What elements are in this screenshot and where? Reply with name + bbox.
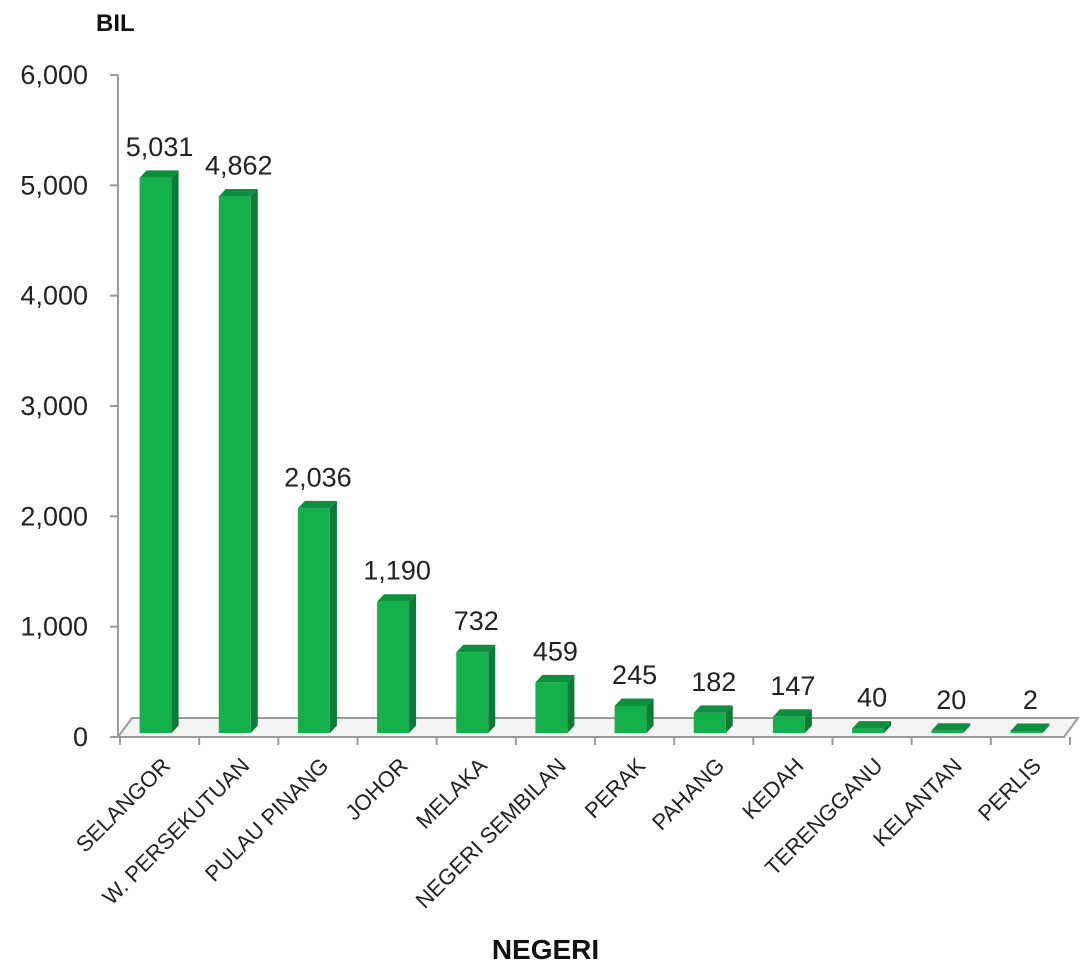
bar-side xyxy=(1042,723,1050,733)
data-label: 459 xyxy=(533,636,578,666)
bar xyxy=(772,716,805,733)
y-tick-label: 4,000 xyxy=(20,281,88,311)
bar-side xyxy=(250,189,258,733)
x-tick-label: PERAK xyxy=(580,753,651,824)
y-tick-label: 6,000 xyxy=(20,60,88,90)
bar-side xyxy=(646,698,654,733)
data-label: 182 xyxy=(691,667,736,697)
bar-side xyxy=(804,709,812,733)
y-tick-label: 3,000 xyxy=(20,391,88,421)
bar-top xyxy=(139,170,179,178)
bar xyxy=(218,196,251,733)
bar xyxy=(377,601,410,733)
data-label: 245 xyxy=(612,660,657,690)
x-tick-label: NEGERI SEMBILAN xyxy=(411,753,571,913)
bar xyxy=(931,730,964,733)
bar-top xyxy=(1010,723,1050,731)
data-label: 4,862 xyxy=(205,151,273,181)
bar xyxy=(1010,731,1043,733)
data-label: 1,190 xyxy=(363,556,431,586)
bar-top xyxy=(614,698,654,706)
bar-top xyxy=(535,674,575,683)
bar-side xyxy=(725,705,733,733)
x-axis-title: NEGERI xyxy=(491,934,600,965)
bar-top xyxy=(852,721,892,729)
y-tick-label: 1,000 xyxy=(20,612,88,642)
x-tick-label: JOHOR xyxy=(340,753,412,825)
bar xyxy=(139,177,172,734)
bar-top xyxy=(456,644,496,653)
bar-top xyxy=(218,189,258,197)
x-tick-label: KEDAH xyxy=(737,753,808,824)
bar-top xyxy=(772,709,812,717)
bar-side xyxy=(884,721,892,733)
y-axis-title: BIL xyxy=(96,10,135,37)
bar-top xyxy=(693,705,733,713)
bar-top xyxy=(931,723,971,731)
bar-side xyxy=(488,644,496,733)
bar xyxy=(614,705,647,733)
bar xyxy=(456,652,489,733)
data-label: 20 xyxy=(936,685,966,715)
data-label: 40 xyxy=(857,683,887,713)
bar xyxy=(852,728,885,733)
bar-side xyxy=(567,674,575,733)
y-tick-label: 2,000 xyxy=(20,501,88,531)
x-tick-label: PAHANG xyxy=(647,753,729,835)
data-label: 5,031 xyxy=(126,132,194,162)
bar-side xyxy=(329,500,337,733)
data-label: 2 xyxy=(1023,685,1038,715)
y-tick-label: 5,000 xyxy=(20,170,88,200)
bar xyxy=(297,508,330,733)
bar xyxy=(535,682,568,733)
bar-side xyxy=(171,170,179,734)
data-label: 147 xyxy=(770,671,815,701)
data-label: 2,036 xyxy=(284,462,352,492)
bar-side xyxy=(409,594,417,733)
x-tick-label: W. PERSEKUTUAN xyxy=(97,753,254,910)
bar-top xyxy=(377,594,417,602)
data-label: 732 xyxy=(454,606,499,636)
y-tick-label: 0 xyxy=(73,722,88,752)
bar-side xyxy=(963,723,971,733)
x-tick-label: PERLIS xyxy=(973,753,1046,826)
bar xyxy=(693,712,726,733)
chart-floor xyxy=(116,717,1080,738)
x-tick-label: MELAKA xyxy=(411,753,492,834)
bar-top xyxy=(297,500,337,509)
